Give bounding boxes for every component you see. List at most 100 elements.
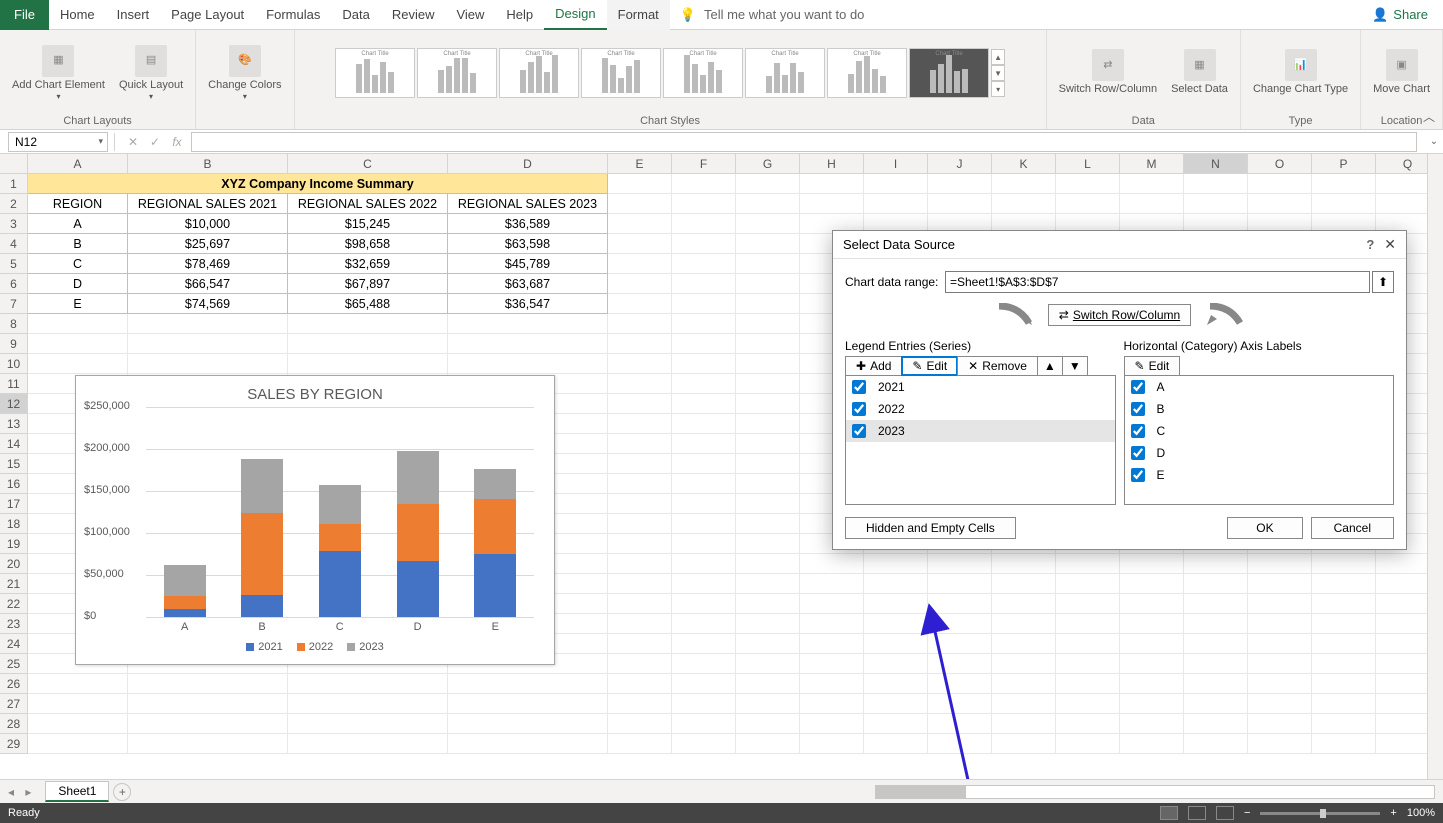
column-header[interactable]: E	[608, 154, 672, 173]
column-header[interactable]: K	[992, 154, 1056, 173]
column-header[interactable]: P	[1312, 154, 1376, 173]
row-header[interactable]: 13	[0, 414, 28, 434]
cell[interactable]	[1312, 574, 1376, 594]
cell[interactable]: $63,598	[448, 234, 608, 254]
cell[interactable]	[1056, 554, 1120, 574]
cell[interactable]	[736, 514, 800, 534]
cell[interactable]	[1120, 634, 1184, 654]
cell[interactable]	[608, 254, 672, 274]
fx-icon[interactable]: fx	[167, 135, 187, 149]
tab-help[interactable]: Help	[495, 0, 544, 30]
cell[interactable]	[1056, 194, 1120, 214]
normal-view-button[interactable]	[1160, 806, 1178, 820]
page-break-view-button[interactable]	[1216, 806, 1234, 820]
cell[interactable]	[800, 614, 864, 634]
axis-checkbox[interactable]	[1131, 446, 1145, 460]
cell[interactable]	[608, 334, 672, 354]
cell[interactable]	[608, 594, 672, 614]
cell[interactable]	[608, 394, 672, 414]
cell[interactable]	[992, 654, 1056, 674]
zoom-in-button[interactable]: +	[1390, 807, 1396, 819]
cell[interactable]	[448, 714, 608, 734]
cell[interactable]	[736, 294, 800, 314]
legend-series-item[interactable]: 2023	[846, 420, 1115, 442]
cell[interactable]	[1184, 174, 1248, 194]
cell[interactable]	[800, 594, 864, 614]
cell[interactable]	[1248, 614, 1312, 634]
cell[interactable]	[1056, 634, 1120, 654]
row-header[interactable]: 27	[0, 694, 28, 714]
cell[interactable]	[128, 314, 288, 334]
row-header[interactable]: 15	[0, 454, 28, 474]
cell[interactable]: E	[28, 294, 128, 314]
cell[interactable]	[672, 534, 736, 554]
cell[interactable]	[608, 434, 672, 454]
cell[interactable]	[800, 694, 864, 714]
cell[interactable]: C	[28, 254, 128, 274]
cell[interactable]	[128, 354, 288, 374]
cell[interactable]	[28, 674, 128, 694]
cell[interactable]	[992, 634, 1056, 654]
chart-style-thumb[interactable]: Chart Title	[335, 48, 415, 98]
chart-style-thumb[interactable]: Chart Title	[745, 48, 825, 98]
cell[interactable]	[1312, 654, 1376, 674]
cell[interactable]	[672, 734, 736, 754]
cell[interactable]	[800, 734, 864, 754]
cell[interactable]	[128, 714, 288, 734]
horizontal-scrollbar[interactable]	[875, 785, 1435, 799]
cell[interactable]	[1312, 694, 1376, 714]
cell[interactable]	[608, 194, 672, 214]
row-header[interactable]: 16	[0, 474, 28, 494]
cell[interactable]: $15,245	[288, 214, 448, 234]
cell[interactable]	[1184, 194, 1248, 214]
cell[interactable]	[928, 554, 992, 574]
cell[interactable]	[1056, 654, 1120, 674]
cell[interactable]	[608, 654, 672, 674]
cell[interactable]	[608, 614, 672, 634]
cell[interactable]	[608, 414, 672, 434]
cell[interactable]	[736, 354, 800, 374]
cell[interactable]	[992, 674, 1056, 694]
legend-move-up-button[interactable]: ▲	[1037, 356, 1063, 376]
share-button[interactable]: 👤 Share	[1372, 7, 1428, 23]
change-colors-button[interactable]: 🎨 Change Colors ▾	[204, 43, 285, 104]
cell[interactable]	[672, 694, 736, 714]
cell[interactable]	[608, 354, 672, 374]
cell[interactable]	[736, 594, 800, 614]
cell[interactable]	[28, 354, 128, 374]
cell[interactable]	[288, 674, 448, 694]
cell[interactable]	[608, 514, 672, 534]
cell[interactable]	[736, 614, 800, 634]
cell[interactable]	[736, 634, 800, 654]
row-header[interactable]: 9	[0, 334, 28, 354]
cell[interactable]	[1312, 614, 1376, 634]
tab-formulas[interactable]: Formulas	[255, 0, 331, 30]
legend-add-button[interactable]: ✚Add	[845, 356, 902, 376]
cell[interactable]	[992, 574, 1056, 594]
cell[interactable]	[672, 174, 736, 194]
style-scroll-down-icon[interactable]: ▼	[991, 65, 1005, 81]
axis-checkbox[interactable]	[1131, 402, 1145, 416]
cell[interactable]	[608, 554, 672, 574]
column-header[interactable]: N	[1184, 154, 1248, 173]
cell[interactable]	[608, 234, 672, 254]
cell[interactable]: $67,897	[288, 274, 448, 294]
cell[interactable]	[1312, 674, 1376, 694]
cell[interactable]	[1248, 594, 1312, 614]
cell[interactable]	[28, 314, 128, 334]
cell[interactable]	[128, 694, 288, 714]
cell[interactable]: $36,547	[448, 294, 608, 314]
cell[interactable]	[672, 514, 736, 534]
switch-row-column-dialog-button[interactable]: ⇄ Switch Row/Column	[1048, 304, 1191, 326]
cell[interactable]	[288, 334, 448, 354]
cell[interactable]: $63,687	[448, 274, 608, 294]
cell[interactable]	[128, 734, 288, 754]
cell[interactable]	[1056, 614, 1120, 634]
cell[interactable]	[128, 334, 288, 354]
chart-data-range-input[interactable]	[945, 271, 1370, 293]
cell[interactable]	[736, 734, 800, 754]
cell[interactable]	[1120, 654, 1184, 674]
cell[interactable]	[672, 214, 736, 234]
cell[interactable]: $98,658	[288, 234, 448, 254]
cell[interactable]	[672, 254, 736, 274]
